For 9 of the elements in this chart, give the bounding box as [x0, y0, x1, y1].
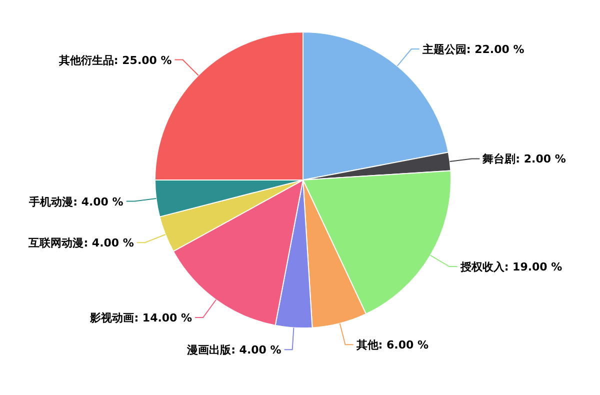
slice-label: 影视动画: 14.00 %	[89, 312, 192, 325]
slice-label: 其他: 6.00 %	[355, 338, 429, 352]
slice-label: 其他衍生品: 25.00 %	[58, 54, 172, 67]
slice-label: 互联网动漫: 4.00 %	[28, 236, 134, 250]
slice-label: 主题公园: 22.00 %	[421, 43, 524, 56]
slice-label: 舞台剧: 2.00 %	[482, 152, 566, 166]
slice-label: 授权收入: 19.00 %	[459, 260, 562, 274]
slice-label: 漫画出版: 4.00 %	[186, 344, 282, 357]
slice-label: 手机动漫: 4.00 %	[28, 195, 124, 208]
